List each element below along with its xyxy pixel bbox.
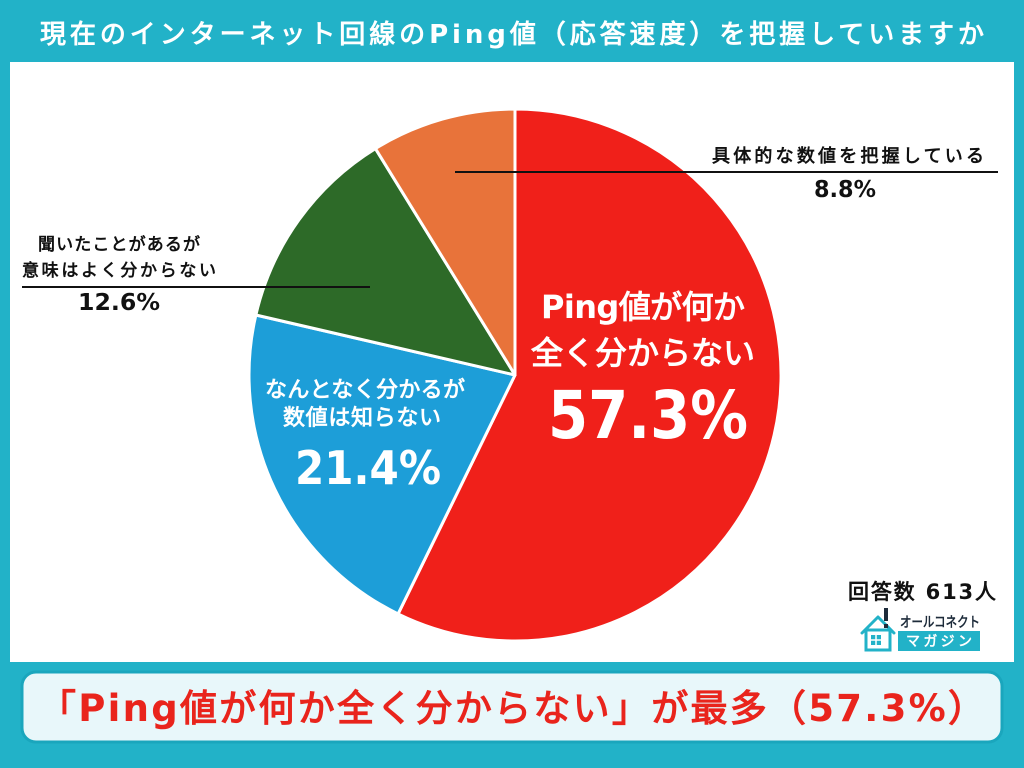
slice-1-value-label: 57.3% bbox=[548, 377, 748, 454]
slice-3-label-line-2: 意味はよく分からない bbox=[22, 260, 216, 281]
logo-tagline-badge bbox=[898, 631, 980, 651]
summary-box bbox=[20, 670, 1004, 744]
summary-text: 「Ping値が何か全く分からない」が最多（57.3%） bbox=[39, 687, 985, 730]
slice-2-value-label: 21.4% bbox=[295, 441, 441, 495]
slice-2-label-line-1: なんとなく分かるが bbox=[265, 377, 465, 403]
pie-slice-4 bbox=[373, 107, 517, 377]
respondent-count: 回答数 613人 bbox=[848, 580, 996, 604]
logo-name: オールコネクト bbox=[900, 615, 980, 631]
slice-2-labels: なんとなく分かるが 数値は知らない 21.4% bbox=[265, 377, 465, 495]
pie-slice-2 bbox=[247, 313, 517, 616]
pie-slice-3 bbox=[254, 147, 517, 377]
slice-4-label-line-1: 具体的な数値を把握している bbox=[712, 145, 984, 167]
slice-2-label-line-2: 数値は知らない bbox=[283, 405, 441, 431]
page-title: 現在のインターネット回線のPing値（応答速度）を把握していますか bbox=[40, 19, 984, 50]
slice-3-value-label: 12.6% bbox=[78, 290, 160, 316]
slice-3-label-line-1: 聞いたことがあるが bbox=[38, 234, 200, 255]
house-alert-icon bbox=[860, 608, 896, 652]
slice-1-labels: Ping値が何か 全く分からない 57.3% bbox=[530, 288, 755, 454]
slice-1-label-line-2: 全く分からない bbox=[530, 334, 755, 372]
slice-4-labels: 具体的な数値を把握している 8.8% bbox=[712, 145, 984, 203]
pie-slice-1 bbox=[396, 107, 783, 643]
slice-3-labels: 聞いたことがあるが 意味はよく分からない 12.6% bbox=[22, 234, 216, 316]
slice-1-label-line-1: Ping値が何か bbox=[541, 288, 745, 326]
slice-4-value-label: 8.8% bbox=[814, 177, 876, 203]
pie-chart bbox=[247, 107, 783, 643]
logo: オールコネクト マガジン bbox=[860, 608, 980, 652]
